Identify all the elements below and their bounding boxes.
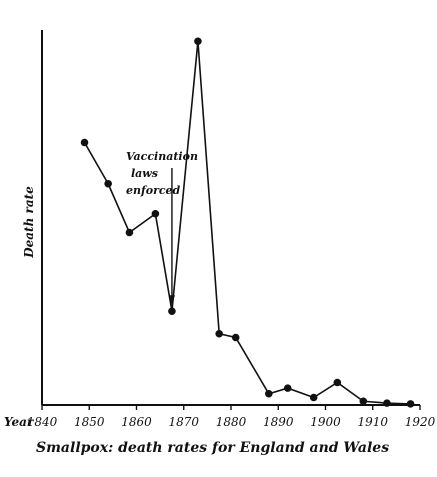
data-point xyxy=(333,378,342,387)
x-tick-label: 1880 xyxy=(216,415,247,429)
data-point xyxy=(151,209,160,218)
x-tick-label: 1910 xyxy=(357,415,388,429)
annotation-text-line: Vaccination xyxy=(126,150,198,163)
x-tick-label: 1920 xyxy=(405,415,436,429)
x-axis-ticks: 1840 1850 1860 1870 1880 1890 1900 1910 1920 xyxy=(27,405,436,429)
axes xyxy=(41,30,420,406)
annotation-vaccination: Vaccination laws enforced xyxy=(126,150,198,306)
data-point xyxy=(406,400,415,408)
annotation-arrow-head xyxy=(168,295,175,306)
data-point xyxy=(231,333,240,342)
chart-title: Smallpox: death rates for England and Wa… xyxy=(36,440,389,456)
data-point xyxy=(383,399,391,407)
x-tick-label: 1860 xyxy=(121,415,152,429)
data-point xyxy=(359,397,368,406)
data-point xyxy=(215,329,223,338)
annotation-text-line: enforced xyxy=(126,184,181,197)
series-line xyxy=(83,41,411,405)
y-axis-title: Death rate xyxy=(22,186,36,259)
data-point xyxy=(194,37,202,46)
data-point xyxy=(80,138,89,147)
data-point xyxy=(104,179,112,188)
x-tick-label: 1900 xyxy=(310,415,341,429)
data-point xyxy=(309,393,318,402)
x-tick-label: 1890 xyxy=(263,415,294,429)
series-death-rate xyxy=(80,37,415,408)
data-point xyxy=(125,228,134,237)
x-tick-label: 1850 xyxy=(74,415,105,429)
x-tick-label: 1870 xyxy=(168,415,199,429)
x-axis-title: Year xyxy=(4,415,35,429)
data-point xyxy=(283,384,292,392)
annotation-text-line: laws xyxy=(131,167,158,180)
x-tick-label: 1840 xyxy=(27,415,58,429)
data-point xyxy=(265,389,273,398)
data-point xyxy=(168,307,176,316)
data-points xyxy=(80,37,415,408)
